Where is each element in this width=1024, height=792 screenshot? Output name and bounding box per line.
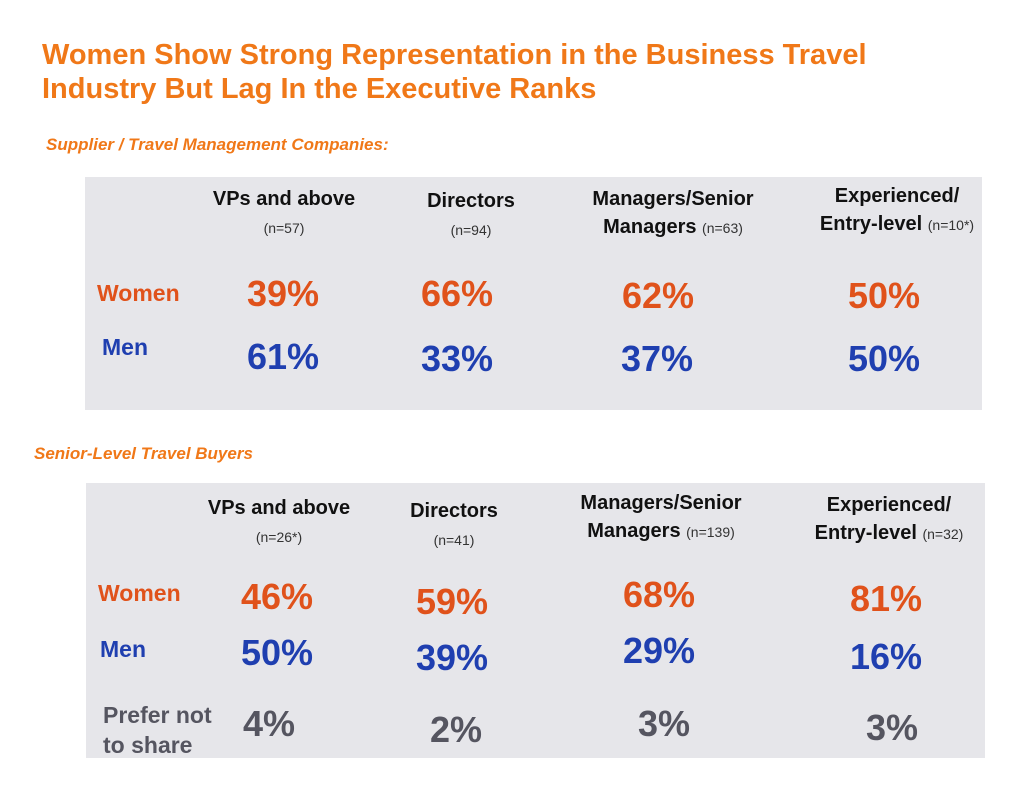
- value-cell: 59%: [415, 581, 489, 622]
- col-header-directors: Directors (n=41): [410, 500, 498, 548]
- value-cell: 50%: [847, 338, 921, 379]
- value-cell: 50%: [847, 275, 921, 316]
- value-cell: 39%: [246, 273, 320, 314]
- value-cell: 16%: [849, 636, 923, 677]
- value-cell: 3%: [865, 707, 919, 748]
- row-label-men: Men: [102, 334, 148, 360]
- row-label-women: Women: [97, 280, 180, 306]
- buyers-table: VPs and above (n=26*) Directors (n=41) Man…: [86, 483, 985, 758]
- value-cell: 62%: [621, 275, 695, 316]
- value-cell: 4%: [242, 703, 296, 744]
- value-cell: 46%: [240, 576, 314, 617]
- row-label-prefer-not-to-share: Prefer not to share: [103, 702, 212, 758]
- row-label-women: Women: [98, 580, 181, 606]
- buyers-section-heading: Senior-Level Travel Buyers: [34, 444, 253, 463]
- supplier-table: VPs and above (n=57) Directors (n=94) Mana…: [85, 177, 982, 410]
- col-header-vps: VPs and above (n=26*): [207, 497, 351, 545]
- col-header-managers: Managers/Senior Managers (n=63): [592, 188, 754, 238]
- value-cell: 2%: [429, 709, 483, 750]
- col-header-directors: Directors (n=94): [427, 190, 515, 238]
- value-cell: 81%: [849, 578, 923, 619]
- col-header-vps: VPs and above (n=57): [212, 188, 356, 236]
- value-cell: 66%: [420, 273, 494, 314]
- value-cell: 37%: [620, 338, 694, 379]
- row-label-men: Men: [100, 636, 146, 662]
- slide-title: Women Show Strong Representation in the …: [42, 38, 867, 106]
- value-cell: 68%: [622, 574, 696, 615]
- col-header-managers: Managers/Senior Managers (n=139): [580, 492, 742, 542]
- value-cell: 33%: [420, 338, 494, 379]
- value-cell: 29%: [622, 630, 696, 671]
- value-cell: 50%: [240, 632, 314, 673]
- value-cell: 61%: [246, 336, 320, 377]
- col-header-experienced: Experienced/Entry-level (n=10*): [819, 185, 975, 235]
- title-line-1: Women Show Strong Representation in the …: [42, 39, 867, 71]
- col-header-experienced: Experienced/Entry-level (n=32): [814, 494, 964, 544]
- title-line-2: Industry But Lag In the Executive Ranks: [42, 73, 597, 105]
- supplier-section-heading: Supplier / Travel Management Companies:: [46, 135, 389, 154]
- value-cell: 3%: [637, 703, 691, 744]
- value-cell: 39%: [415, 637, 489, 678]
